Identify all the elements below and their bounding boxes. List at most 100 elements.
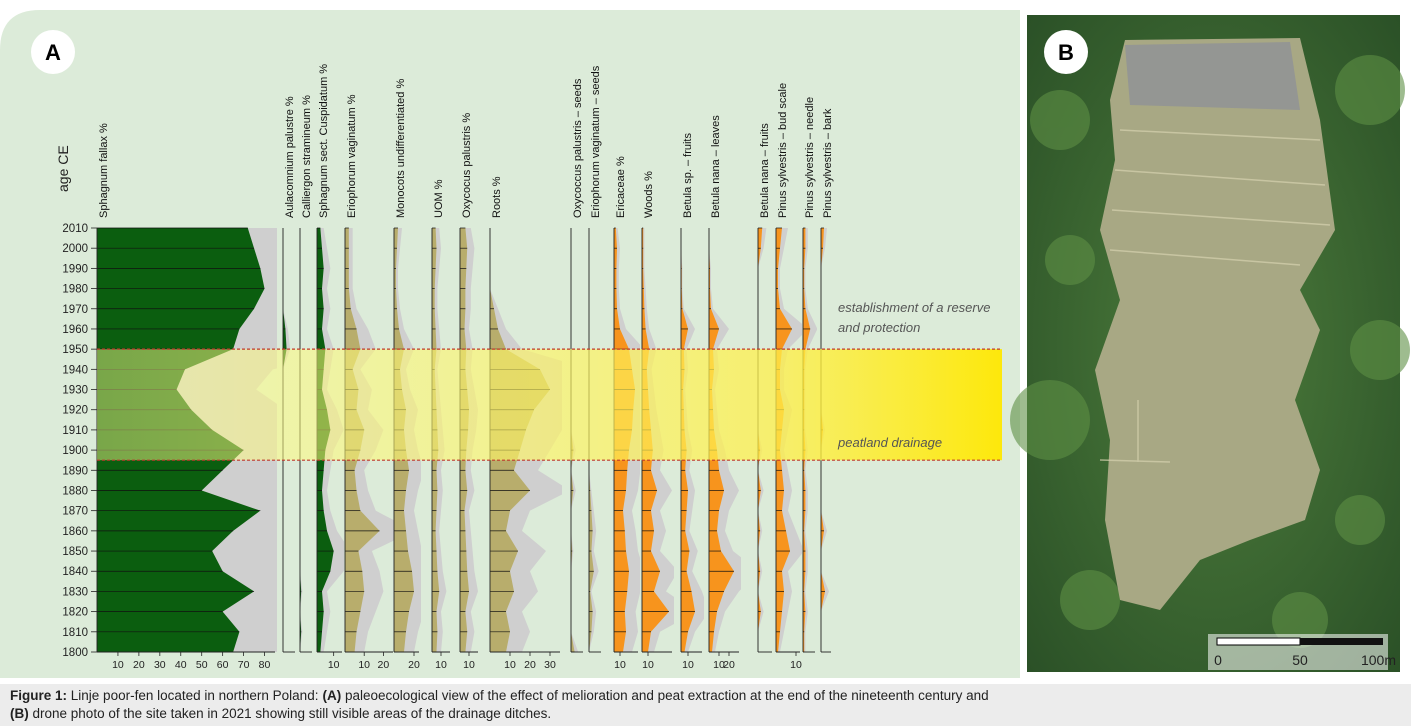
- area: [589, 228, 594, 652]
- column-label: Woods %: [643, 171, 655, 218]
- column-label: Pinus sylvestris – needle: [804, 97, 816, 218]
- caption-text: Linje poor-fen located in northern Polan…: [70, 688, 319, 703]
- y-tick-label: 1970: [62, 304, 88, 316]
- y-tick-label: 1890: [62, 465, 88, 477]
- panel-label: B: [1058, 40, 1074, 65]
- x-tick-label: 30: [544, 659, 556, 671]
- x-tick-label: 10: [790, 659, 802, 671]
- column-label: Sphagnum fallax %: [98, 123, 110, 218]
- x-tick-label: 10: [463, 659, 475, 671]
- annotation: peatland drainage: [837, 435, 942, 450]
- photo-ditches: [1099, 129, 1331, 463]
- caption-text: paleoecological view of the effect of me…: [344, 688, 989, 703]
- x-tick-label: 20: [408, 659, 420, 671]
- area: [776, 228, 792, 652]
- y-tick-label: 1910: [62, 425, 88, 437]
- column-label: Betula sp. – fruits: [682, 133, 694, 218]
- column-label: Betula nana – leaves: [710, 115, 722, 218]
- figure: 1800 1810 1820 1830 1840 1850 1860 1870 1880 1890…: [0, 10, 1410, 678]
- caption-label: Figure 1:: [10, 688, 68, 703]
- x-tick-label: 10: [504, 659, 516, 671]
- y-tick-label: 1940: [62, 364, 88, 376]
- x-tick-label: 40: [175, 659, 187, 671]
- column-label: Eriophorum vaginatum %: [346, 94, 358, 218]
- annotation: establishment of a reserve: [838, 300, 990, 315]
- column-label: Oxycocus palustris %: [461, 113, 473, 218]
- annotation: and protection: [838, 320, 920, 335]
- chart-a: 1800 1810 1820 1830 1840 1850 1860 1870 1880 1890…: [62, 64, 1002, 671]
- y-tick-label: 1920: [62, 405, 88, 417]
- y-tick-label: 1980: [62, 284, 88, 296]
- x-tick-label: 70: [238, 659, 250, 671]
- y-tick-label: 1860: [62, 526, 88, 538]
- x-tick-label: 10: [358, 659, 370, 671]
- caption-text: drone photo of the site taken in 2021 sh…: [32, 706, 552, 721]
- column-label: Betula nana – fruits: [759, 123, 771, 218]
- x-tick-label: 10: [682, 659, 694, 671]
- column-label: Oxycoccus palustris – seeds: [572, 78, 584, 218]
- area: [709, 228, 734, 652]
- column-label: UOM %: [433, 179, 445, 218]
- column-label: Pinus sylvestris – bark: [822, 108, 834, 218]
- y-tick-label: 1880: [62, 485, 88, 497]
- panel-badge: [31, 30, 75, 74]
- y-tick-label: 2000: [62, 243, 88, 255]
- y-tick-label: 1820: [62, 607, 88, 619]
- y-tick-label: 1930: [62, 385, 88, 397]
- scale-label: 0: [1214, 652, 1222, 668]
- area: [283, 228, 287, 652]
- x-tick-label: 10: [435, 659, 447, 671]
- y-tick-label: 1960: [62, 324, 88, 336]
- scale-label: 100m: [1361, 652, 1396, 668]
- y-tick-label: 1810: [62, 627, 88, 639]
- x-tick-label: 20: [133, 659, 145, 671]
- x-tick-label: 10: [614, 659, 626, 671]
- x-tick-label: 50: [196, 659, 208, 671]
- y-tick-label: 1990: [62, 263, 88, 275]
- column-label: Pinus sylvestris – bud scale: [777, 83, 789, 218]
- caption-label: (B): [10, 706, 29, 721]
- area: [681, 228, 695, 652]
- drone-photo: 0 50 100m B: [1010, 15, 1410, 672]
- caption: Figure 1: Linje poor-fen located in nort…: [0, 684, 1411, 726]
- scale-bar: [1216, 637, 1301, 646]
- y-tick-label: 1850: [62, 546, 88, 558]
- panel-badge: [1044, 30, 1088, 74]
- x-tick-label: 20: [524, 659, 536, 671]
- column-label: Calliergon stramineum %: [301, 95, 313, 218]
- y-tick-label: 2010: [62, 223, 88, 235]
- scale-label: 50: [1292, 652, 1308, 668]
- x-tick-label: 20: [723, 659, 735, 671]
- drainage-band: [97, 349, 1002, 461]
- y-axis-label: age CE: [55, 145, 71, 192]
- panel-label: A: [45, 40, 61, 65]
- column-label: Ericaceae %: [615, 156, 627, 218]
- y-tick-label: 1870: [62, 506, 88, 518]
- x-tick-label: 60: [217, 659, 229, 671]
- column-label: Roots %: [491, 176, 503, 218]
- area: [642, 228, 669, 652]
- y-tick-label: 1950: [62, 344, 88, 356]
- photo-pond: [1125, 42, 1300, 110]
- column-label: Sphagnum sect. Cuspidatum %: [318, 64, 330, 218]
- column-label: Monocots undifferentiated %: [395, 79, 407, 218]
- x-tick-label: 10: [328, 659, 340, 671]
- column-label: Aulacomnium palustre %: [284, 96, 296, 218]
- column-label: Eriophorum vaginatum – seeds: [590, 65, 602, 218]
- scale-bar: [1300, 638, 1383, 645]
- x-tick-label: 10: [713, 659, 725, 671]
- caption-label: (A): [322, 688, 342, 703]
- y-tick-label: 1830: [62, 586, 88, 598]
- x-tick-label: 30: [154, 659, 166, 671]
- x-tick-label: 10: [642, 659, 654, 671]
- photo-trees: [1010, 55, 1410, 648]
- area: [803, 228, 811, 652]
- x-tick-label: 20: [378, 659, 390, 671]
- y-tick-label: 1900: [62, 445, 88, 457]
- y-tick-label: 1800: [62, 647, 88, 659]
- exaggeration-area: [571, 228, 579, 652]
- x-tick-label: 10: [112, 659, 124, 671]
- y-tick-label: 1840: [62, 566, 88, 578]
- x-tick-label: 80: [259, 659, 271, 671]
